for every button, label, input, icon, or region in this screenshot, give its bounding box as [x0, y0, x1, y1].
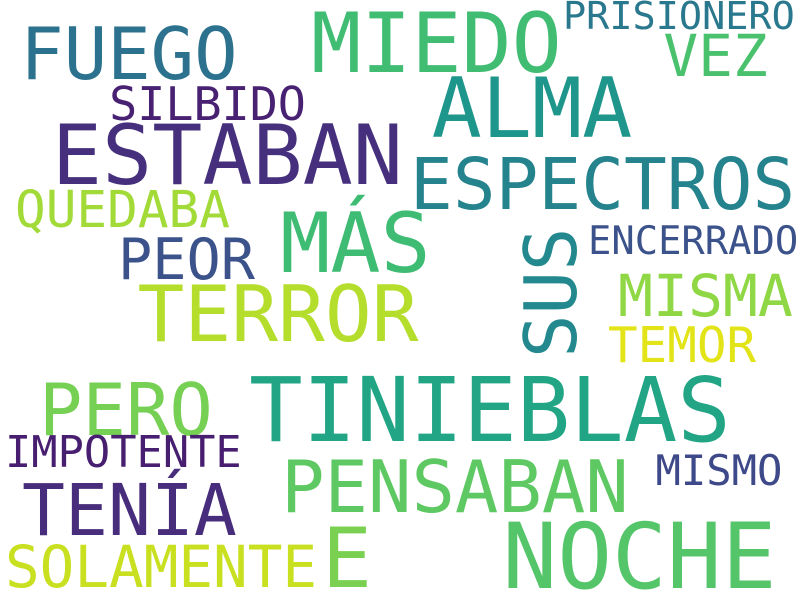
- word-peor: PEOR: [118, 227, 256, 294]
- word-pero: PERO: [39, 368, 213, 453]
- word-sus: SUS: [510, 227, 595, 358]
- word-terror: TERROR: [137, 269, 419, 360]
- word-e: E: [322, 509, 372, 600]
- word-temor: TEMOR: [608, 315, 757, 374]
- word-mismo: MISMO: [655, 446, 783, 496]
- word-estaban: ESTABAN: [51, 107, 403, 205]
- word-tinieblas: TINIEBLAS: [249, 357, 731, 462]
- word-noche: NOCHE: [502, 503, 777, 600]
- word-miedo: MIEDO: [311, 0, 562, 93]
- word-quedaba: QUEDABA: [15, 180, 230, 240]
- word-solamente: SOLAMENTE: [5, 534, 318, 600]
- word-silbido: SILBIDO: [109, 77, 306, 132]
- word-más: MÁS: [280, 195, 431, 293]
- word-encerrado: ENCERRADO: [588, 218, 799, 264]
- word-vez: VEZ: [663, 21, 768, 90]
- word-tenía: TENÍA: [22, 469, 237, 553]
- word-espectros: ESPECTROS: [410, 143, 796, 227]
- word-prisionero: PRISIONERO: [563, 0, 795, 39]
- word-impotente: IMPOTENTE: [5, 427, 242, 479]
- word-misma: MISMA: [618, 262, 793, 331]
- word-fuego: FUEGO: [20, 12, 238, 97]
- word-alma: ALMA: [431, 60, 633, 158]
- word-pensaban: PENSABAN: [281, 445, 629, 530]
